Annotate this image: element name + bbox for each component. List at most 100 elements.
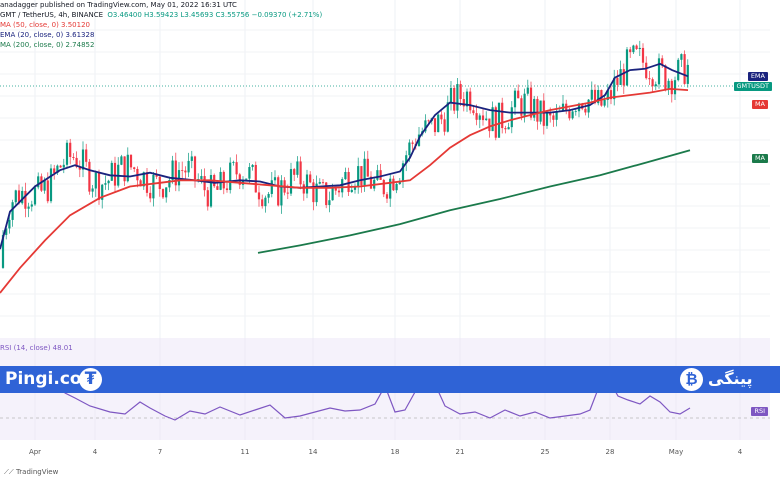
candle-body xyxy=(664,65,667,90)
candle-body xyxy=(379,170,382,180)
candle-body xyxy=(392,178,395,191)
candle-body xyxy=(296,161,299,175)
candle-body xyxy=(97,172,101,200)
candle-body xyxy=(427,120,430,122)
watermark-banner: Pingi.co ₮ ₿ پینگی xyxy=(0,366,780,393)
candle-body xyxy=(49,168,53,202)
x-tick-label: 4 xyxy=(92,448,98,456)
ema20-line xyxy=(0,62,689,250)
candle-body xyxy=(485,118,488,121)
grid xyxy=(0,0,770,440)
bitcoin-icon: ₿ xyxy=(680,368,703,391)
candle-body xyxy=(401,163,405,181)
candle-body xyxy=(302,184,305,194)
moving-averages xyxy=(0,62,691,294)
candle-body xyxy=(53,168,56,173)
candle-body xyxy=(225,188,229,191)
candle-body xyxy=(382,179,385,195)
tradingview-logo: ⟋⟋ TradingView xyxy=(4,468,59,476)
candle-body xyxy=(341,179,344,193)
candle-body xyxy=(369,176,373,189)
candle-body xyxy=(597,90,600,104)
candle-body xyxy=(33,187,37,205)
candle-body xyxy=(171,160,174,180)
candle-body xyxy=(37,176,40,188)
x-tick-label: 11 xyxy=(240,448,250,456)
candle-body xyxy=(88,161,91,192)
candle-body xyxy=(657,58,661,85)
candle-body xyxy=(645,62,648,79)
ema20-legend[interactable]: EMA (20, close, 0) 3.61328 xyxy=(0,31,95,39)
candle-body xyxy=(462,99,465,107)
candle-body xyxy=(155,174,158,177)
candle-body xyxy=(261,199,264,207)
candle-body xyxy=(622,69,625,86)
candle-body xyxy=(123,156,126,182)
candle-body xyxy=(30,204,33,207)
candle-body xyxy=(677,59,680,81)
candle-body xyxy=(501,102,504,129)
candle-body xyxy=(347,171,350,193)
candle-body xyxy=(478,115,481,120)
candles xyxy=(1,40,689,269)
persian-brand: پینگی xyxy=(708,369,753,388)
ohlc-values: O3.46400 H3.59423 L3.45693 C3.55756 −0.0… xyxy=(107,11,323,19)
candle-body xyxy=(110,162,113,181)
candle-body xyxy=(8,219,11,229)
candle-body xyxy=(280,180,283,206)
candle-body xyxy=(325,182,328,206)
candle-body xyxy=(254,164,257,193)
candle-body xyxy=(446,102,449,132)
candle-body xyxy=(5,228,8,235)
candle-body xyxy=(62,164,65,168)
candle-body xyxy=(488,118,491,132)
footer-brand: TradingView xyxy=(16,468,59,476)
ma200-tag: MA xyxy=(751,154,768,163)
candle-body xyxy=(139,180,142,187)
rsi-tag: RSI xyxy=(751,407,768,416)
candle-body xyxy=(405,155,408,164)
candle-body xyxy=(584,108,587,113)
candle-body xyxy=(545,112,549,126)
candle-body xyxy=(481,115,485,121)
candle-body xyxy=(129,154,133,168)
ma50-legend[interactable]: MA (50, close, 0) 3.50120 xyxy=(0,21,90,29)
candle-body xyxy=(232,162,235,163)
x-tick-label: Apr xyxy=(28,448,42,456)
candle-body xyxy=(85,149,88,162)
candle-body xyxy=(21,190,24,204)
candle-body xyxy=(248,167,251,179)
candle-body xyxy=(353,186,357,190)
candle-body xyxy=(529,87,533,118)
candle-body xyxy=(593,89,597,104)
x-tick-label: 14 xyxy=(308,448,318,456)
candle-body xyxy=(24,190,27,209)
candle-body xyxy=(315,183,318,203)
candle-body xyxy=(177,170,181,186)
candle-body xyxy=(635,45,638,49)
candle-body xyxy=(472,110,475,114)
candle-body xyxy=(187,160,190,173)
candle-body xyxy=(683,54,686,84)
candle-body xyxy=(437,114,440,133)
ma200-legend[interactable]: MA (200, close, 0) 2.74852 xyxy=(0,41,95,49)
candle-body xyxy=(245,178,248,180)
candle-body xyxy=(654,84,657,87)
rsi-legend[interactable]: RSI (14, close) 48.01 xyxy=(0,344,73,352)
candle-body xyxy=(670,80,673,95)
x-tick-label: May xyxy=(668,448,684,456)
candle-body xyxy=(661,58,664,66)
candle-body xyxy=(273,177,277,181)
candle-body xyxy=(14,190,17,203)
candle-body xyxy=(357,166,360,187)
candle-body xyxy=(453,87,456,111)
candle-body xyxy=(305,174,309,194)
candle-body xyxy=(200,176,203,180)
candle-body xyxy=(104,183,107,185)
x-tick-label: 28 xyxy=(605,448,615,456)
candle-body xyxy=(616,77,619,85)
candle-body xyxy=(270,180,273,194)
candle-body xyxy=(107,180,110,184)
candle-body xyxy=(632,45,635,53)
